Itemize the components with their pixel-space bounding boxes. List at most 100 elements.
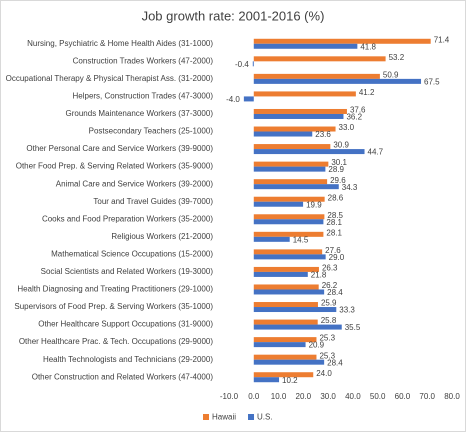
category-label: Construction Trades Workers (47-2000) [73,56,214,65]
category-label: Other Personal Care and Service Workers … [26,144,213,153]
category-label: Health Technologists and Technicians (29… [43,355,213,364]
bar [253,43,358,49]
value-label: 25.9 [321,299,337,308]
value-label: 67.5 [424,77,440,86]
value-label: 28.4 [327,288,343,297]
value-label: 37.6 [350,106,366,115]
bar [253,271,308,277]
bar [253,289,325,295]
x-tick-label: 60.0 [395,392,411,401]
bar [253,372,314,378]
bar [243,96,254,102]
value-label: 24.0 [316,369,332,378]
category-label: Grounds Maintenance Workers (37-3000) [66,109,214,118]
value-label: 28.5 [327,211,343,220]
bar [253,113,344,119]
bar [253,302,318,308]
value-label: -0.4 [235,60,249,69]
bar [253,126,336,132]
bar [253,201,304,207]
category-label: Supervisors of Food Prep. & Serving Work… [14,302,213,311]
value-label: 19.9 [306,200,322,209]
category-label: Other Food Prep. & Serving Related Worke… [16,162,214,171]
x-tick-label: 30.0 [320,392,336,401]
bar [253,249,323,255]
bar [253,342,306,348]
bar [253,359,325,365]
value-label: 28.1 [326,228,342,237]
legend-label: Hawaii [212,413,236,422]
bar [253,284,319,290]
value-label: 26.3 [322,264,338,273]
bar [253,319,318,325]
bar [253,161,329,167]
x-tick-label: 70.0 [419,392,435,401]
category-label: Tour and Travel Guides (39-7000) [93,197,213,206]
value-label: 25.3 [319,351,335,360]
value-label: 28.4 [327,358,343,367]
bar [253,236,290,242]
bar [253,108,347,114]
category-label: Nursing, Psychiatric & Home Health Aides… [27,39,213,48]
category-label: Animal Care and Service Workers (39-2000… [56,179,214,188]
value-label: 25.8 [321,316,337,325]
category-label: Other Healthcare Prac. & Tech. Occupatio… [19,337,214,346]
bar [253,73,380,79]
value-label: 44.7 [368,148,384,157]
bar [253,307,337,313]
value-label: 50.9 [383,70,399,79]
value-label: 25.3 [319,334,335,343]
category-label: Religious Workers (21-2000) [111,232,213,241]
bar [253,91,356,97]
x-tick-label: 50.0 [370,392,386,401]
x-tick-label: 40.0 [345,392,361,401]
category-label: Postsecondary Teachers (25-1000) [89,127,214,136]
value-label: 26.2 [322,281,338,290]
value-label: 53.2 [389,53,405,62]
category-label: Occupational Therapy & Physical Therapis… [6,74,214,83]
category-label: Other Construction and Related Workers (… [32,372,214,381]
x-tick-label: 0.0 [248,392,260,401]
bar [253,254,326,260]
value-label: 21.8 [311,271,327,280]
value-label: 28.9 [328,165,344,174]
value-label: -4.0 [226,95,240,104]
value-label: 30.1 [331,158,347,167]
bar [253,149,365,155]
bar [253,231,324,237]
x-tick-label: 20.0 [296,392,312,401]
value-label: 36.2 [346,113,362,122]
bar [253,377,280,383]
value-label: 33.0 [339,123,355,132]
category-label: Health Diagnosing and Treating Practitio… [17,285,213,294]
value-label: 28.1 [326,218,342,227]
legend-swatch [248,414,255,420]
bar [253,38,431,44]
category-label: Helpers, Construction Trades (47-3000) [72,92,213,101]
x-tick-label: 80.0 [444,392,460,401]
bar [253,78,422,84]
bar [253,166,326,172]
value-label: 41.2 [359,88,375,97]
bar [253,56,386,62]
value-label: 10.2 [282,376,298,385]
bar [253,184,339,190]
bar [252,61,254,67]
bar [253,196,325,202]
bar [253,131,313,137]
x-tick-label: 10.0 [271,392,287,401]
bar [253,179,328,185]
value-label: 20.9 [309,341,325,350]
legend-label: U.S. [257,413,273,422]
chart-title: Job growth rate: 2001-2016 (%) [142,8,325,23]
bar [253,144,331,150]
value-label: 27.6 [325,246,341,255]
value-label: 34.3 [342,183,358,192]
bar [253,354,317,360]
bar [253,337,317,343]
value-label: 35.5 [345,323,361,332]
legend-swatch [203,414,209,420]
value-label: 28.6 [328,193,344,202]
category-label: Other Healthcare Support Occupations (31… [38,320,213,329]
